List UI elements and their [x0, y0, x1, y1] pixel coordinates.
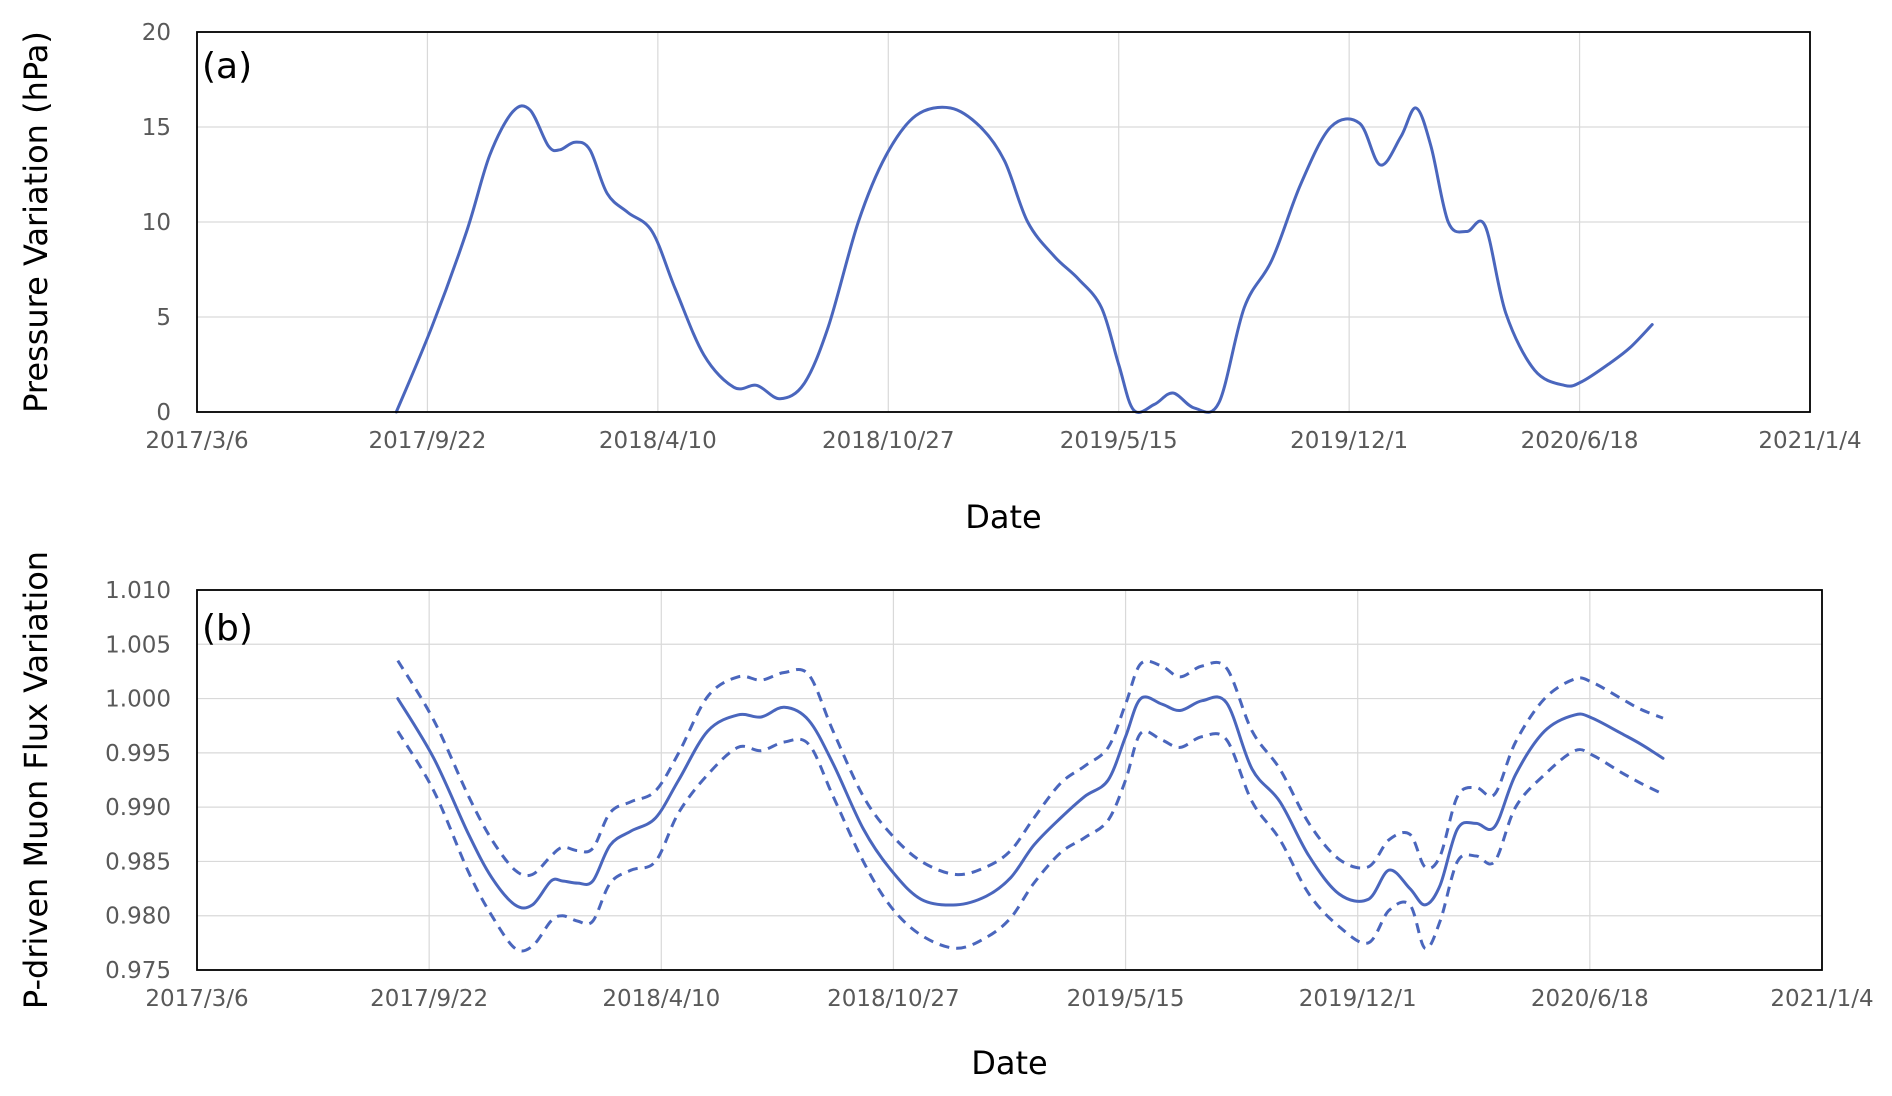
plot-frame — [196, 31, 1811, 413]
x-tick-label: 2017/3/6 — [145, 428, 248, 454]
y-tick-label: 0.995 — [105, 741, 171, 767]
x-tick-label: 2019/5/15 — [1067, 986, 1185, 1012]
x-tick-label: 2017/3/6 — [145, 986, 248, 1012]
panel-b-muon-flux: 2017/3/6 2017/9/22 2018/4/10 2018/10/27 2019… — [17, 551, 1874, 1082]
y-tick-label: 1.010 — [105, 578, 171, 604]
y-axis-title: Pressure Variation (hPa) — [17, 31, 55, 413]
y-tick-label: 10 — [142, 210, 171, 236]
y-tick-label: 5 — [156, 305, 171, 331]
y-tick-label: 1.005 — [105, 632, 171, 658]
x-tick-label: 2017/9/22 — [370, 986, 488, 1012]
x-tick-label: 2019/5/15 — [1060, 428, 1178, 454]
x-tick-label: 2020/6/18 — [1531, 986, 1649, 1012]
x-tick-label: 2018/10/27 — [827, 986, 960, 1012]
x-axis-title: Date — [965, 498, 1041, 536]
y-tick-label: 0.985 — [105, 849, 171, 875]
panel-a-pressure: 2017/3/6 2017/9/22 2018/4/10 2018/10/27 2019… — [17, 20, 1862, 536]
y-tick-label: 20 — [142, 20, 171, 46]
x-tick-label: 2021/1/4 — [1770, 986, 1873, 1012]
series-line-solid — [394, 104, 1654, 414]
y-tick-label: 0 — [156, 400, 171, 426]
series-line-dashed — [396, 659, 1664, 878]
panel-label: (b) — [202, 608, 253, 649]
x-tick-label: 2018/4/10 — [602, 986, 720, 1012]
x-tick-label: 2018/4/10 — [599, 428, 717, 454]
x-tick-label: 2018/10/27 — [822, 428, 955, 454]
x-tick-label: 2021/1/4 — [1758, 428, 1861, 454]
series-line-solid — [396, 695, 1665, 910]
x-axis-title: Date — [971, 1044, 1047, 1082]
x-tick-label: 2019/12/1 — [1299, 986, 1417, 1012]
y-tick-label: 0.975 — [105, 958, 171, 984]
x-tick-label: 2020/6/18 — [1521, 428, 1639, 454]
x-tick-label: 2017/9/22 — [368, 428, 486, 454]
y-tick-label: 0.980 — [105, 904, 171, 930]
series-line-dashed — [396, 729, 1664, 953]
y-axis-title: P-driven Muon Flux Variation — [17, 551, 55, 1009]
x-tick-label: 2019/12/1 — [1290, 428, 1408, 454]
y-tick-label: 1.000 — [105, 687, 171, 713]
y-tick-label: 0.990 — [105, 795, 171, 821]
plot-frame — [196, 589, 1823, 971]
panel-label: (a) — [202, 46, 252, 87]
y-tick-label: 15 — [142, 115, 171, 141]
